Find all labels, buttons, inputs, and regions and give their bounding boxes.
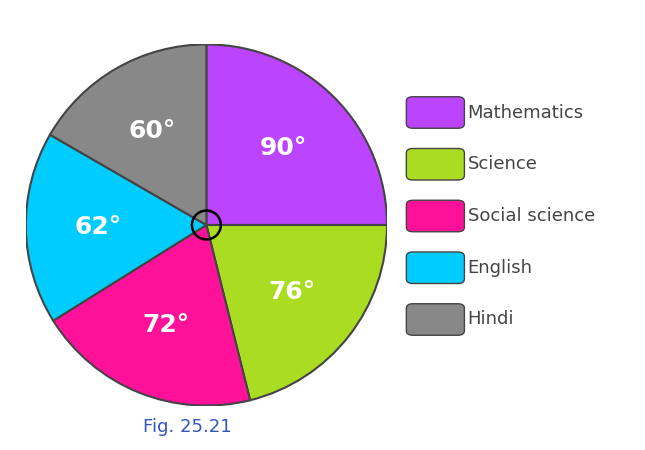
Text: 62°: 62°	[74, 215, 122, 239]
Text: Social science: Social science	[468, 207, 595, 225]
Wedge shape	[50, 45, 206, 225]
Wedge shape	[26, 135, 206, 321]
Text: English: English	[468, 259, 533, 277]
Wedge shape	[54, 225, 250, 405]
Text: 60°: 60°	[128, 119, 176, 143]
Text: 72°: 72°	[142, 314, 190, 338]
Text: Hindi: Hindi	[468, 310, 514, 328]
Text: Science: Science	[468, 155, 537, 173]
Wedge shape	[206, 45, 387, 225]
Text: 90°: 90°	[259, 136, 307, 160]
Text: Mathematics: Mathematics	[468, 104, 584, 122]
Wedge shape	[206, 225, 387, 400]
Text: Fig. 25.21: Fig. 25.21	[143, 418, 232, 436]
Text: 76°: 76°	[268, 280, 315, 304]
